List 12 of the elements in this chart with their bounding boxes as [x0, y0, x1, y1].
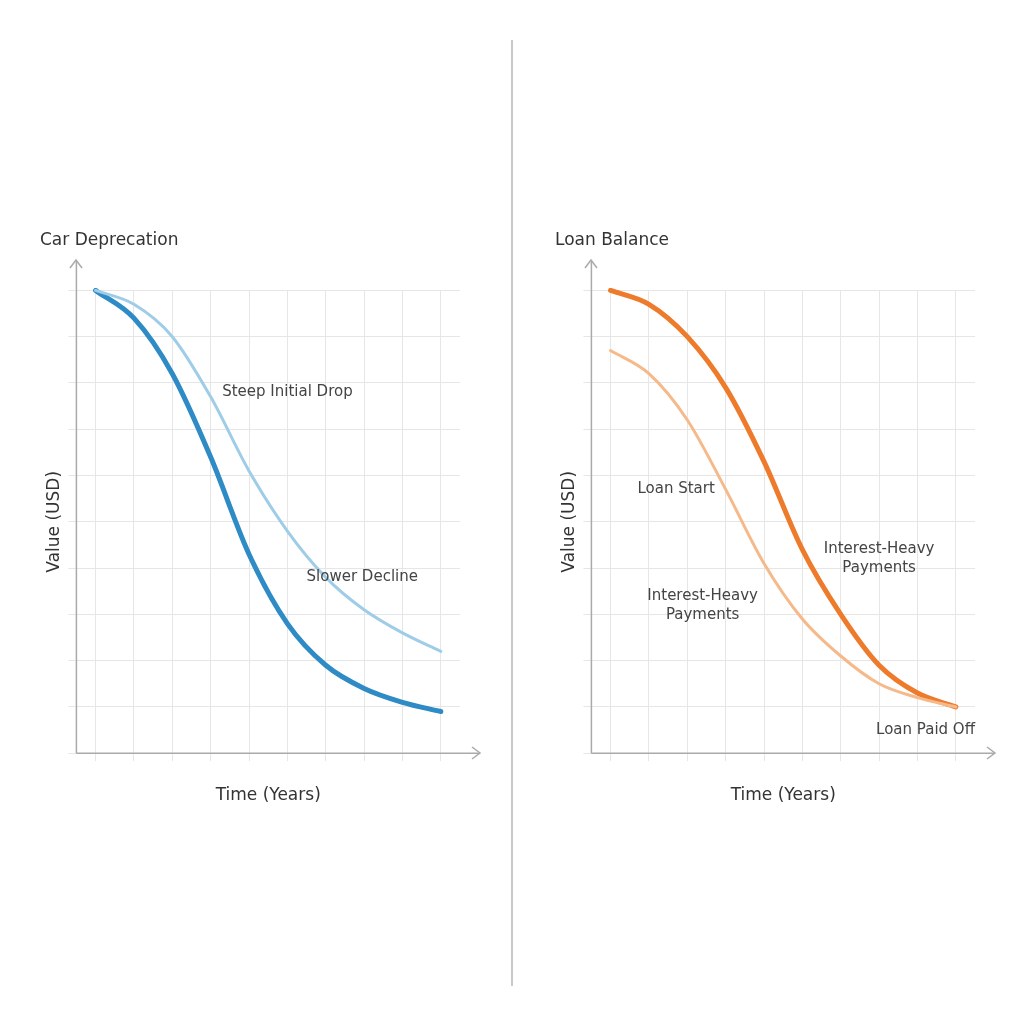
x-axis-title: Time (Years)	[729, 784, 836, 805]
chart-title: Car Deprecation	[40, 228, 179, 249]
annotation: Steep Initial Drop	[222, 382, 353, 401]
annotation: Loan Start	[637, 479, 715, 498]
annotation: Loan Paid Off	[876, 719, 976, 738]
annotation: Slower Decline	[306, 567, 418, 586]
chart-title: Loan Balance	[555, 228, 669, 249]
annotation: Interest-Heavy Payments	[823, 539, 935, 577]
y-axis-title: Value (USD)	[557, 470, 578, 573]
annotation: Interest-Heavy Payments	[647, 585, 759, 623]
y-axis-title: Value (USD)	[42, 470, 63, 573]
x-axis-title: Time (Years)	[214, 784, 321, 805]
